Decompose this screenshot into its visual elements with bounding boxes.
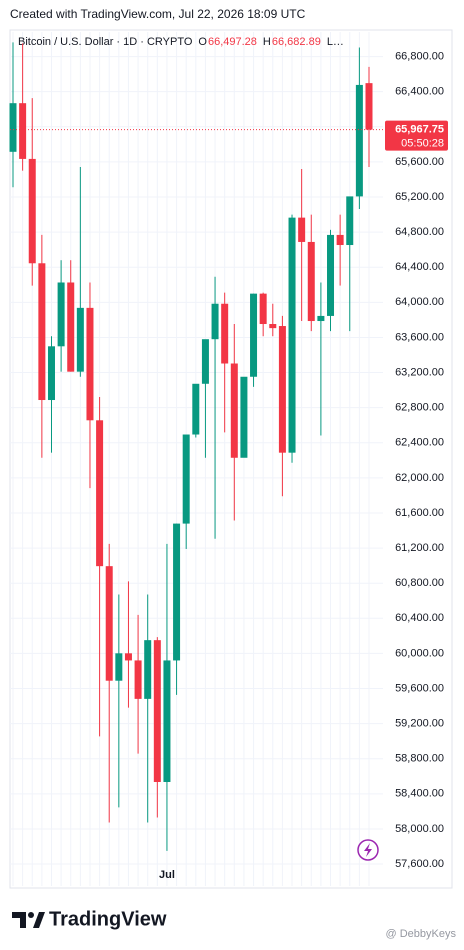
logo bbox=[12, 912, 45, 928]
y-tick-label: 64,800.00 bbox=[395, 226, 444, 238]
candle-body bbox=[317, 315, 325, 322]
candle-body bbox=[163, 660, 171, 782]
candle-body bbox=[134, 660, 142, 699]
candle-body bbox=[288, 217, 296, 453]
candle-body bbox=[221, 303, 229, 364]
y-tick-label: 62,800.00 bbox=[395, 402, 444, 414]
candle-body bbox=[327, 234, 335, 316]
candle-body bbox=[240, 376, 248, 458]
candle-body bbox=[298, 217, 306, 242]
last-price-label: 65,967.75 bbox=[395, 124, 444, 136]
candle-body bbox=[144, 640, 152, 699]
candle-body bbox=[57, 282, 65, 347]
candle-body bbox=[76, 307, 84, 372]
open-key: O bbox=[198, 36, 207, 48]
candle-body bbox=[86, 307, 94, 421]
y-tick-label: 60,400.00 bbox=[395, 612, 444, 624]
high-key: H bbox=[263, 36, 271, 48]
candle-body bbox=[28, 158, 36, 264]
candle-body bbox=[182, 434, 190, 524]
candle-body bbox=[47, 346, 55, 401]
last-price-box bbox=[385, 120, 448, 151]
watermark-icon bbox=[357, 839, 379, 861]
watermark: @ DebbyKeys bbox=[386, 928, 457, 940]
y-tick-label: 62,000.00 bbox=[395, 472, 444, 484]
candle-body bbox=[115, 653, 123, 681]
candle-body bbox=[173, 523, 181, 661]
y-tick-label: 65,600.00 bbox=[395, 156, 444, 168]
y-tick-label: 58,000.00 bbox=[395, 823, 444, 835]
y-tick-label: 66,400.00 bbox=[395, 86, 444, 98]
y-tick-label: 58,800.00 bbox=[395, 753, 444, 765]
candle-body bbox=[38, 263, 46, 401]
candle-body bbox=[307, 241, 315, 322]
y-tick-label: 65,200.00 bbox=[395, 191, 444, 203]
y-tick-label: 60,800.00 bbox=[395, 577, 444, 589]
candle-body bbox=[250, 293, 258, 377]
candle-body bbox=[269, 324, 277, 329]
open-value: 66,497.28 bbox=[208, 36, 257, 48]
y-tick-label: 57,600.00 bbox=[395, 858, 444, 870]
y-tick-label: 64,400.00 bbox=[395, 261, 444, 273]
candle-body bbox=[153, 640, 161, 782]
chart-title: Bitcoin / U.S. Dollar · 1D · CRYPTO bbox=[18, 36, 193, 48]
y-tick-label: 59,600.00 bbox=[395, 682, 444, 694]
y-tick-label: 63,600.00 bbox=[395, 331, 444, 343]
candle-body bbox=[355, 84, 363, 197]
y-tick-label: 64,000.00 bbox=[395, 296, 444, 308]
y-tick-label: 58,400.00 bbox=[395, 788, 444, 800]
y-tick-label: 66,800.00 bbox=[395, 50, 444, 62]
high-value: 66,682.89 bbox=[272, 36, 321, 48]
y-tick-label: 59,200.00 bbox=[395, 718, 444, 730]
candle-body bbox=[259, 293, 267, 325]
candle-body bbox=[67, 282, 75, 372]
created-note: Created with TradingView.com, Jul 22, 20… bbox=[10, 7, 306, 21]
y-tick-label: 60,000.00 bbox=[395, 647, 444, 659]
logo-text: TradingView bbox=[49, 908, 167, 930]
candle-body bbox=[278, 326, 286, 453]
plot-frame bbox=[9, 29, 453, 889]
candle-body bbox=[336, 234, 344, 246]
y-tick-label: 61,600.00 bbox=[395, 507, 444, 519]
y-tick-label: 62,400.00 bbox=[395, 437, 444, 449]
candle-body bbox=[9, 103, 17, 152]
chart-header: Bitcoin / U.S. Dollar · 1D · CRYPTO O 66… bbox=[18, 36, 344, 48]
candle-body bbox=[19, 103, 27, 159]
candle-body bbox=[124, 653, 132, 661]
countdown: 05:50:28 bbox=[401, 138, 444, 150]
candle-body bbox=[211, 303, 219, 340]
candle-body bbox=[365, 83, 373, 130]
candle-body bbox=[105, 566, 113, 681]
candle-body bbox=[192, 383, 200, 435]
candle-body bbox=[346, 196, 354, 246]
candle-body bbox=[96, 420, 104, 567]
low-key: L… bbox=[327, 36, 344, 48]
candle-body bbox=[230, 363, 238, 458]
y-tick-label: 63,200.00 bbox=[395, 366, 444, 378]
candle-body bbox=[201, 339, 209, 384]
y-tick-label: 61,200.00 bbox=[395, 542, 444, 554]
x-tick-label: Jul bbox=[159, 869, 175, 881]
